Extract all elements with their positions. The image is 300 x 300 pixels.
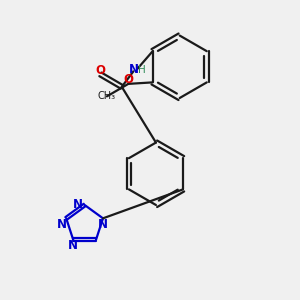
Text: O: O [95,64,105,77]
Text: CH₃: CH₃ [98,92,116,101]
Text: N: N [57,218,67,231]
Text: O: O [123,73,133,86]
Text: N: N [68,239,78,252]
Text: N: N [98,218,108,231]
Text: N: N [128,62,138,76]
Text: H: H [138,65,146,75]
Text: N: N [73,199,83,212]
